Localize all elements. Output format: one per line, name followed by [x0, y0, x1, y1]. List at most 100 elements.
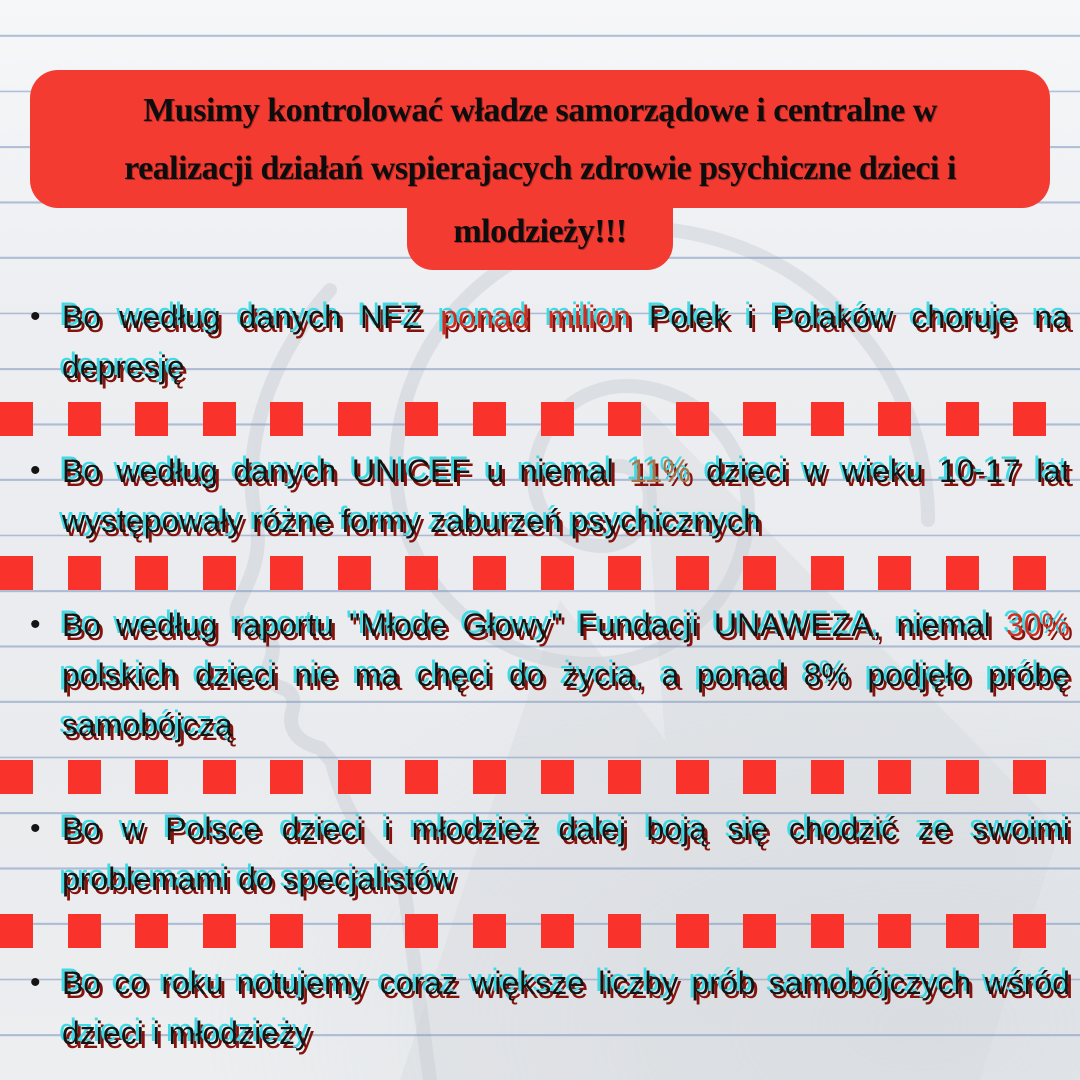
red-square	[202, 760, 236, 794]
bullet-marker: •	[30, 300, 41, 333]
bullet-text: Bo według danych UNICEF u niemal 11% dzi…	[62, 446, 1070, 546]
red-square	[810, 556, 844, 590]
red-square	[135, 402, 169, 436]
red-square	[945, 556, 979, 590]
red-square	[1013, 914, 1047, 948]
red-square	[945, 914, 979, 948]
header-title-line-1: Musimy kontrolować władze samorządowe i …	[143, 92, 937, 129]
text-segment-gold: 11%	[629, 453, 691, 489]
red-square	[270, 914, 304, 948]
red-square	[405, 760, 439, 794]
bullet-marker: •	[30, 966, 41, 999]
red-square	[878, 556, 912, 590]
list-item: • Bo według danych UNICEF u niemal 11% dz…	[30, 446, 1070, 546]
red-square	[810, 760, 844, 794]
red-square	[270, 556, 304, 590]
red-square	[945, 402, 979, 436]
header-red-box: Musimy kontrolować władze samorządowe i …	[30, 70, 1050, 208]
list-item: • Bo co roku notujemy coraz większe liczb…	[30, 958, 1070, 1058]
red-square	[945, 760, 979, 794]
red-square	[472, 402, 506, 436]
header-banner: Musimy kontrolować władze samorządowe i …	[30, 70, 1050, 270]
red-square	[878, 914, 912, 948]
red-square	[405, 914, 439, 948]
red-square	[540, 402, 574, 436]
header-red-tab: mlodzieży!!!	[407, 206, 673, 270]
red-square	[743, 760, 777, 794]
red-square	[1013, 556, 1047, 590]
bullet-marker: •	[30, 608, 41, 641]
bullet-list: • Bo według danych NFZ ponad milion Polek…	[0, 292, 1070, 1068]
red-square	[337, 556, 371, 590]
red-square	[135, 556, 169, 590]
red-square	[810, 914, 844, 948]
red-square	[0, 556, 33, 590]
red-square	[1013, 402, 1047, 436]
text-segment-black: Bo według raportu "Młode Głowy" Fundacji…	[62, 607, 1006, 643]
bullet-marker: •	[30, 812, 41, 845]
red-square	[608, 760, 642, 794]
red-square	[608, 914, 642, 948]
bullet-text: Bo w Polsce dzieci i młodzież dalej boją…	[62, 804, 1070, 904]
red-square	[202, 402, 236, 436]
red-dashed-divider	[0, 914, 1080, 948]
text-segment-black: Bo według danych NFZ	[62, 299, 441, 335]
red-square	[135, 914, 169, 948]
red-square	[1013, 760, 1047, 794]
red-square	[878, 402, 912, 436]
red-square	[0, 914, 33, 948]
text-segment-black: Bo według danych UNICEF u niemal	[62, 453, 630, 489]
text-segment-black: Bo co roku notujemy coraz większe liczby…	[62, 965, 1070, 1051]
red-dashed-divider	[0, 760, 1080, 794]
red-square	[337, 914, 371, 948]
red-square	[472, 914, 506, 948]
red-square	[337, 760, 371, 794]
red-square	[878, 760, 912, 794]
red-square	[675, 402, 709, 436]
text-segment-red: ponad milion	[440, 299, 631, 335]
red-square	[540, 914, 574, 948]
red-square	[540, 760, 574, 794]
red-square	[270, 402, 304, 436]
text-segment-red: 30%	[1005, 607, 1070, 643]
red-square	[743, 402, 777, 436]
red-square	[270, 760, 304, 794]
bullet-marker: •	[30, 454, 41, 487]
red-square	[405, 402, 439, 436]
header-title-line-3: mlodzieży!!!	[453, 213, 627, 250]
red-square	[67, 760, 101, 794]
red-square	[608, 556, 642, 590]
red-square	[472, 760, 506, 794]
red-dashed-divider	[0, 402, 1080, 436]
red-square	[67, 402, 101, 436]
red-square	[202, 914, 236, 948]
bullet-text: Bo według danych NFZ ponad milion Polek …	[62, 292, 1070, 392]
red-square	[540, 556, 574, 590]
red-square	[743, 556, 777, 590]
header-title-line-2: realizacji działań wspierajacych zdrowie…	[124, 150, 956, 187]
red-square	[0, 760, 33, 794]
red-square	[0, 402, 33, 436]
red-square	[743, 914, 777, 948]
red-square	[810, 402, 844, 436]
red-square	[337, 402, 371, 436]
red-square	[675, 914, 709, 948]
red-square	[675, 556, 709, 590]
bullet-text: Bo według raportu "Młode Głowy" Fundacji…	[62, 600, 1070, 750]
red-square	[472, 556, 506, 590]
text-segment-black: Bo w Polsce dzieci i młodzież dalej boją…	[62, 811, 1070, 897]
red-square	[608, 402, 642, 436]
red-square	[202, 556, 236, 590]
red-dashed-divider	[0, 556, 1080, 590]
bullet-text: Bo co roku notujemy coraz większe liczby…	[62, 958, 1070, 1058]
red-square	[67, 556, 101, 590]
red-square	[67, 914, 101, 948]
red-square	[675, 760, 709, 794]
red-square	[135, 760, 169, 794]
list-item: • Bo w Polsce dzieci i młodzież dalej boj…	[30, 804, 1070, 904]
list-item: • Bo według danych NFZ ponad milion Polek…	[30, 292, 1070, 392]
list-item: • Bo według raportu "Młode Głowy" Fundacj…	[30, 600, 1070, 750]
text-segment-black: polskich dzieci nie ma chęci do życia, a…	[62, 657, 1070, 743]
